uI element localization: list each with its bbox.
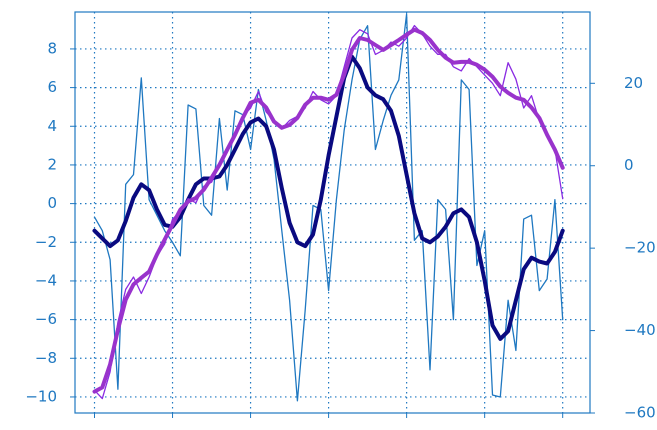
y2-tick-label: 20 bbox=[624, 74, 643, 92]
plot-frame bbox=[74, 11, 591, 414]
line bbox=[92, 27, 565, 394]
y-tick-label: 0 bbox=[47, 194, 57, 212]
y2-tick-label: −20 bbox=[624, 239, 656, 257]
y-tick-label: −2 bbox=[35, 233, 57, 251]
y-tick-label: 8 bbox=[47, 39, 57, 57]
y-tick-label: −4 bbox=[35, 271, 57, 289]
y-tick-label: 2 bbox=[47, 155, 57, 173]
y-tick-label: −10 bbox=[25, 387, 57, 405]
y-tick-label: −8 bbox=[35, 349, 57, 367]
y2-tick-label: −60 bbox=[624, 404, 656, 422]
y2-tick-label: −40 bbox=[624, 321, 656, 339]
line bbox=[93, 13, 564, 402]
y-tick-label: 4 bbox=[47, 117, 57, 135]
y-tick-label: 6 bbox=[47, 78, 57, 96]
y2-tick-label: 0 bbox=[624, 156, 634, 174]
line bbox=[93, 24, 564, 400]
y-tick-label: −6 bbox=[35, 310, 57, 328]
